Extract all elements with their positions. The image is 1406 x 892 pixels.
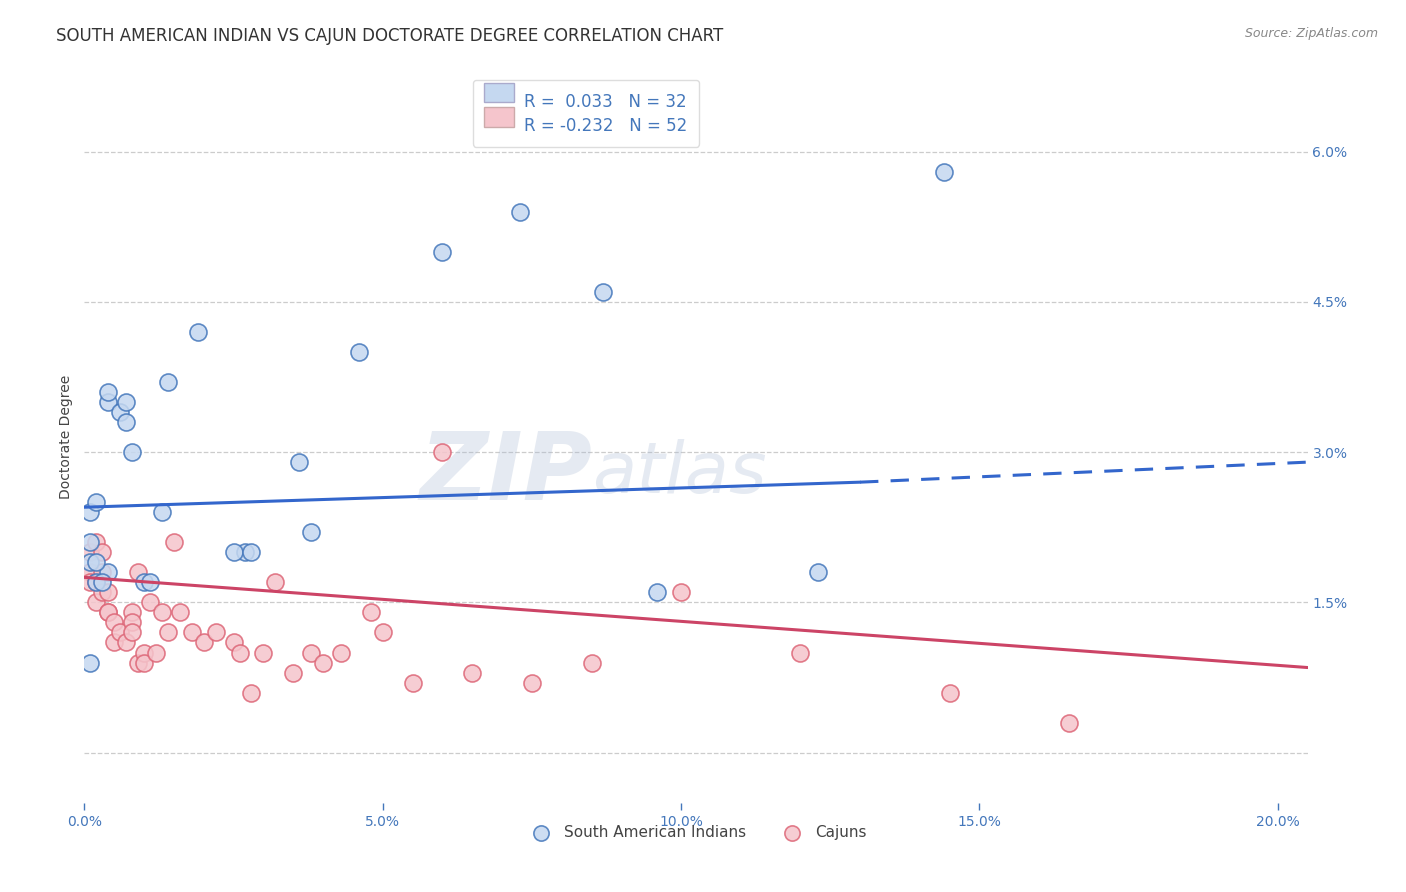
Point [509, 204, 531, 219]
Text: atlas: atlas [592, 439, 766, 508]
Point [288, 455, 311, 469]
Point [228, 646, 250, 660]
Point [329, 646, 352, 660]
Legend: South American Indians, Cajuns: South American Indians, Cajuns [520, 819, 872, 847]
Point [97, 606, 120, 620]
Point [222, 545, 245, 559]
Point [79, 535, 101, 549]
Point [283, 665, 305, 680]
Point [432, 445, 454, 459]
Point [1057, 715, 1080, 730]
Point [97, 606, 120, 620]
Point [235, 545, 257, 559]
Point [204, 625, 226, 640]
Point [592, 285, 614, 299]
Point [360, 606, 382, 620]
Point [103, 615, 125, 630]
Point [127, 566, 149, 580]
Point [669, 585, 692, 599]
Point [645, 585, 668, 599]
Point [84, 535, 107, 549]
Point [91, 545, 114, 559]
Point [79, 575, 101, 590]
Point [299, 525, 322, 540]
Point [938, 685, 960, 699]
Point [312, 656, 335, 670]
Point [163, 535, 186, 549]
Point [150, 606, 173, 620]
Point [79, 555, 101, 569]
Point [84, 575, 107, 590]
Point [139, 595, 162, 609]
Point [789, 646, 811, 660]
Point [156, 625, 179, 640]
Point [432, 244, 454, 259]
Point [84, 595, 107, 609]
Point [79, 505, 101, 519]
Y-axis label: Doctorate Degree: Doctorate Degree [59, 375, 73, 500]
Point [121, 615, 143, 630]
Point [84, 495, 107, 509]
Point [150, 505, 173, 519]
Point [91, 566, 114, 580]
Point [807, 566, 830, 580]
Point [79, 656, 101, 670]
Point [240, 545, 263, 559]
Point [169, 606, 191, 620]
Point [156, 375, 179, 389]
Point [84, 555, 107, 569]
Point [121, 606, 143, 620]
Point [347, 345, 370, 359]
Point [132, 646, 155, 660]
Point [121, 445, 143, 459]
Point [180, 625, 202, 640]
Point [79, 545, 101, 559]
Point [193, 635, 215, 649]
Point [115, 395, 138, 409]
Point [932, 164, 955, 178]
Point [520, 675, 543, 690]
Point [97, 585, 120, 599]
Point [240, 685, 263, 699]
Point [108, 405, 131, 419]
Point [264, 575, 287, 590]
Point [461, 665, 484, 680]
Point [299, 646, 322, 660]
Point [91, 575, 114, 590]
Point [581, 656, 603, 670]
Point [97, 395, 120, 409]
Point [132, 575, 155, 590]
Point [121, 625, 143, 640]
Point [91, 585, 114, 599]
Point [97, 384, 120, 399]
Point [79, 566, 101, 580]
Point [115, 415, 138, 429]
Point [103, 635, 125, 649]
Point [139, 575, 162, 590]
Point [371, 625, 394, 640]
Point [252, 646, 274, 660]
Text: Source: ZipAtlas.com: Source: ZipAtlas.com [1244, 27, 1378, 40]
Point [97, 566, 120, 580]
Text: ZIP: ZIP [419, 427, 592, 520]
Point [84, 575, 107, 590]
Text: SOUTH AMERICAN INDIAN VS CAJUN DOCTORATE DEGREE CORRELATION CHART: SOUTH AMERICAN INDIAN VS CAJUN DOCTORATE… [56, 27, 724, 45]
Point [145, 646, 167, 660]
Point [127, 656, 149, 670]
Point [222, 635, 245, 649]
Point [132, 656, 155, 670]
Point [401, 675, 423, 690]
Point [108, 625, 131, 640]
Point [115, 635, 138, 649]
Point [187, 325, 209, 339]
